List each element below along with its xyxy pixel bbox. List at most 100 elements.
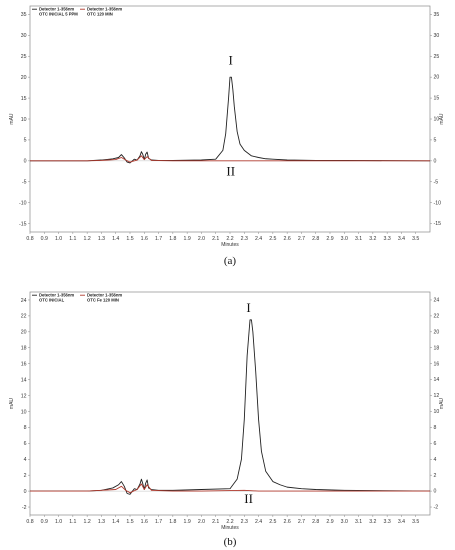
x-tick-label: 3.3 xyxy=(384,236,391,242)
y-tick-label: 18 xyxy=(21,346,27,352)
series-line-1 xyxy=(30,319,431,495)
x-tick-label: 0.8 xyxy=(26,236,33,242)
x-tick-label: 1.4 xyxy=(112,236,119,242)
x-tick-label: 2.8 xyxy=(312,236,319,242)
x-tick-label: 1.0 xyxy=(55,519,62,525)
y-tick-label: 35 xyxy=(21,12,27,18)
y-tick-label-right: 25 xyxy=(434,54,440,60)
x-tick-label: 3.4 xyxy=(398,236,405,242)
x-tick-label: 1.2 xyxy=(84,519,91,525)
x-tick-label: 1.8 xyxy=(169,519,176,525)
x-tick-label: 3.0 xyxy=(341,236,348,242)
x-tick-label: 2.1 xyxy=(212,519,219,525)
x-tick-label: 3.4 xyxy=(398,519,405,525)
legend-detector: Detector 1-356nm xyxy=(87,293,122,298)
legend-detector: Detector 1-356nm xyxy=(39,293,74,298)
x-tick-label: 1.1 xyxy=(69,236,76,242)
y-tick-label: 20 xyxy=(21,330,27,336)
legend-series-name: OTC INICIAL xyxy=(39,297,65,302)
x-tick-label: 2.6 xyxy=(284,519,291,525)
x-tick-label: 2.6 xyxy=(284,236,291,242)
y-axis-title: mAU xyxy=(9,113,15,125)
legend-detector: Detector 1-356nm xyxy=(87,7,122,12)
y-tick-label: 10 xyxy=(21,409,27,415)
y-axis-title-right: mAU xyxy=(439,398,445,410)
x-tick-label: 3.5 xyxy=(412,236,419,242)
y-tick-label-right: 24 xyxy=(434,298,440,304)
x-tick-label: 1.3 xyxy=(98,519,105,525)
y-tick-label: 4 xyxy=(24,457,27,463)
y-tick-label-right: 22 xyxy=(434,313,440,319)
x-tick-label: 0.9 xyxy=(41,236,48,242)
x-tick-label: 2.0 xyxy=(198,519,205,525)
x-tick-label: 2.3 xyxy=(241,236,248,242)
x-tick-label: 2.7 xyxy=(298,519,305,525)
y-tick-label: -5 xyxy=(22,180,27,186)
x-axis-title: Minutes xyxy=(221,525,239,531)
x-tick-label: 1.6 xyxy=(141,236,148,242)
y-tick-label-right: 10 xyxy=(434,409,440,415)
x-tick-label: 1.7 xyxy=(155,519,162,525)
y-tick-label: 25 xyxy=(21,54,27,60)
y-tick-label-right: -5 xyxy=(434,179,439,185)
x-tick-label: 2.2 xyxy=(226,519,233,525)
x-tick-label: 2.7 xyxy=(298,236,305,242)
y-tick-label-right: 8 xyxy=(434,425,437,431)
x-tick-label: 1.0 xyxy=(55,236,62,242)
x-tick-label: 2.4 xyxy=(255,519,262,525)
y-tick-label: 14 xyxy=(21,377,27,383)
x-tick-label: 1.2 xyxy=(84,236,91,242)
x-tick-label: 2.5 xyxy=(269,519,276,525)
series-line-1 xyxy=(30,76,431,164)
x-tick-label: 3.5 xyxy=(412,519,419,525)
y-tick-label: 8 xyxy=(24,425,27,431)
y-tick-label-right: 14 xyxy=(434,377,440,383)
x-tick-label: 2.4 xyxy=(255,236,262,242)
y-tick-label-right: 4 xyxy=(434,457,437,463)
plot-frame xyxy=(29,291,431,516)
y-tick-label-right: 18 xyxy=(434,345,440,351)
x-tick-label: 1.5 xyxy=(126,236,133,242)
y-tick-label-right: 35 xyxy=(434,12,440,18)
x-tick-label: 2.2 xyxy=(226,236,233,242)
y-tick-label: -15 xyxy=(19,221,27,227)
x-tick-label: 2.9 xyxy=(326,519,333,525)
y-tick-label-right: -15 xyxy=(434,221,442,227)
series-line-2 xyxy=(30,483,430,494)
y-tick-label-right: 30 xyxy=(434,33,440,39)
y-tick-label: 0 xyxy=(24,489,27,495)
x-tick-label: 1.9 xyxy=(184,236,191,242)
x-tick-label: 3.3 xyxy=(384,519,391,525)
x-tick-label: 1.1 xyxy=(69,519,76,525)
figure-caption: (b) xyxy=(224,536,237,548)
y-tick-label: 6 xyxy=(24,441,27,447)
legend-series-name: OTC 120 MIN xyxy=(87,11,113,16)
y-tick-label: 2 xyxy=(24,473,27,479)
y-tick-label: 15 xyxy=(21,96,27,102)
x-tick-label: 1.7 xyxy=(155,236,162,242)
x-tick-label: 1.3 xyxy=(98,236,105,242)
y-tick-label: 12 xyxy=(21,393,27,399)
y-tick-label-right: -10 xyxy=(434,200,442,206)
y-tick-label: -2 xyxy=(22,505,27,511)
y-tick-label-right: 20 xyxy=(434,75,440,81)
y-tick-label-right: 0 xyxy=(434,158,437,164)
peak-annotation: II xyxy=(244,491,253,506)
y-axis-title-right: mAU xyxy=(439,113,445,125)
y-axis-title: mAU xyxy=(9,398,15,410)
y-tick-label: 16 xyxy=(21,361,27,367)
y-tick-label: 0 xyxy=(24,159,27,165)
x-tick-label: 1.8 xyxy=(169,236,176,242)
x-tick-label: 3.1 xyxy=(355,236,362,242)
x-tick-label: 2.5 xyxy=(269,236,276,242)
y-tick-label: 22 xyxy=(21,314,27,320)
plot-frame xyxy=(29,5,431,233)
y-tick-label: 20 xyxy=(21,75,27,81)
y-tick-label: 24 xyxy=(21,298,27,304)
peak-annotation: I xyxy=(246,300,250,315)
x-tick-label: 2.0 xyxy=(198,236,205,242)
legend-series-name: OTC INICIAL 5 PPM xyxy=(39,11,78,16)
figure-caption: (a) xyxy=(224,255,237,267)
peak-annotation: II xyxy=(226,164,235,179)
